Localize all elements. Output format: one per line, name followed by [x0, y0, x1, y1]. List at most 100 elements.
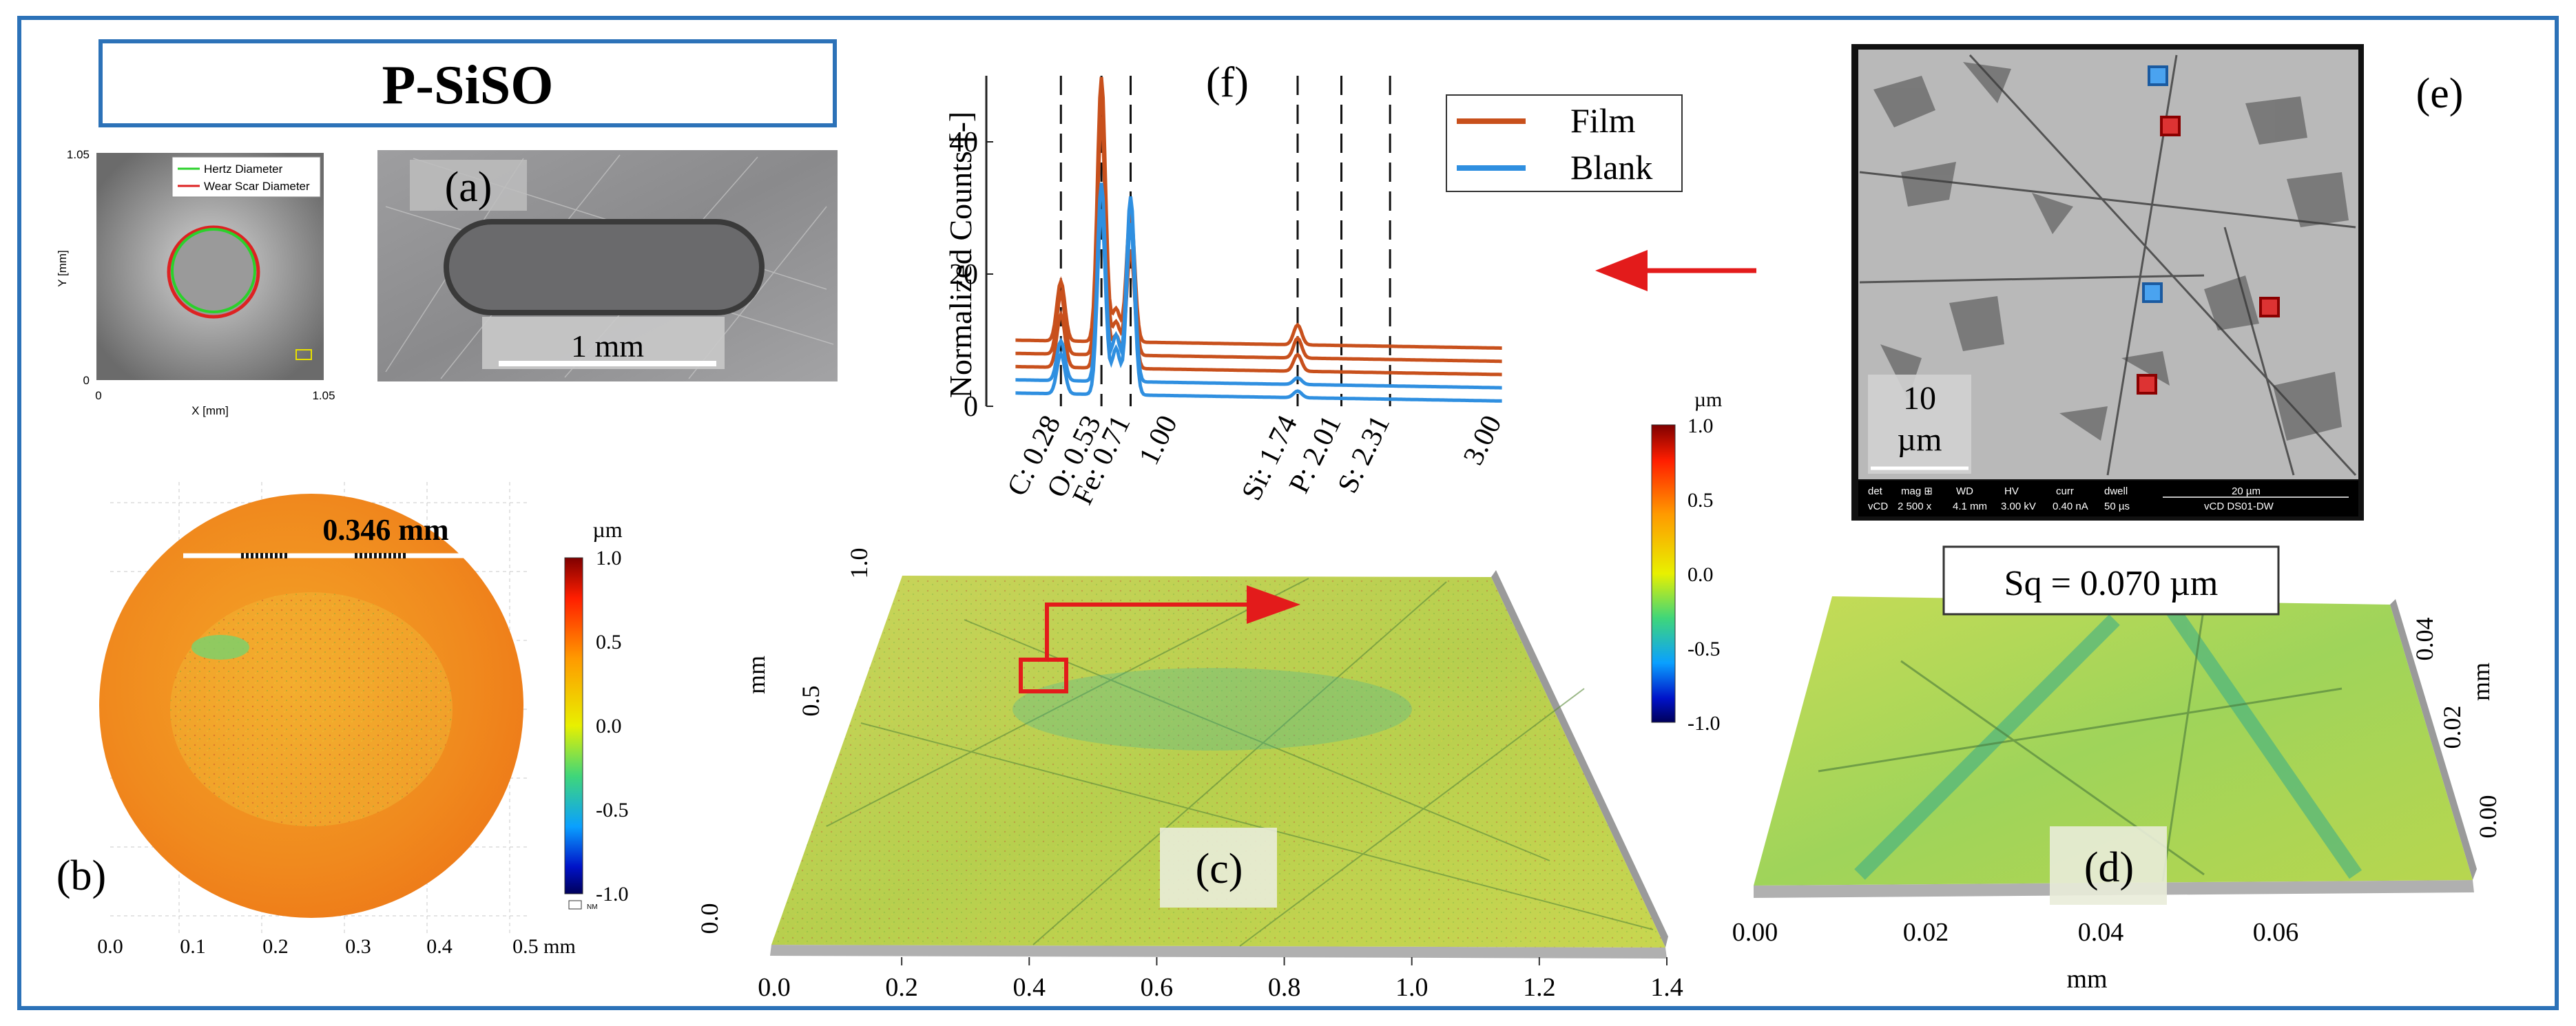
sem-h3: HV [2004, 485, 2019, 497]
pc-y-tick-1: 0.5 [797, 686, 824, 717]
legend-wear: Wear Scar Diameter [204, 180, 310, 193]
blank-site-2 [2142, 282, 2163, 303]
pd-y-label: mm [2467, 662, 2495, 701]
sem-h1: mag ⊞ [1901, 485, 1933, 497]
pd-y-tick-1: 0.02 [2438, 706, 2466, 749]
pc-x-tick-3: 0.6 [1141, 973, 1174, 1002]
pb-x-tick-5: 0.5 mm [512, 935, 576, 958]
pb-x-tick-4: 0.4 [426, 935, 453, 958]
arrow-e-to-f-head [1595, 250, 1648, 291]
panel-c-base [770, 945, 1667, 959]
panel-b: 0.346 mm µm 1.0 0.5 0.0 -0.5 -1.0 NM (b)… [56, 482, 629, 958]
film-site-1 [2160, 116, 2181, 136]
f-x-tick-3: 1.00 [1133, 410, 1184, 470]
hertz-x-tick-left: 0 [95, 389, 101, 402]
pc-x-tick-2: 0.4 [1013, 973, 1046, 1002]
outer-frame [17, 16, 2559, 1010]
colorbar-gradient [1651, 424, 1676, 723]
panel-d-surface [1754, 596, 2473, 886]
zoom-arrow-head [1247, 585, 1300, 624]
f-x-tick-4: Si: 1.74 [1236, 410, 1304, 505]
panel-d: Sq = 0.070 µm (d) 0.00 0.02 0.04 0.06 mm… [1732, 545, 2502, 994]
f-x-tick-7: 3.00 [1457, 410, 1508, 470]
scale-bar-a-bg [482, 317, 725, 369]
pd-x-tick-0: 0.00 [1732, 918, 1778, 947]
pc-x-tick-5: 1.0 [1395, 973, 1429, 1002]
pb-cb-tick-3: -0.5 [596, 799, 629, 821]
pc-x-tick-0: 0.0 [758, 973, 791, 1002]
sem-h0: det [1868, 485, 1883, 497]
label-a-bg [410, 160, 527, 211]
pb-cb-tick-4: -1.0 [596, 883, 629, 905]
sq-label: Sq = 0.070 µm [2004, 564, 2219, 603]
f-series-4-blank [1015, 209, 1502, 403]
zoom-region [1019, 658, 1068, 693]
f-series-0-film [1015, 76, 1502, 350]
pd-y-tick-0: 0.04 [2411, 618, 2438, 661]
pd-x-tick-1: 0.02 [1903, 918, 1949, 947]
legend-hertz: Hertz Diameter [204, 163, 283, 176]
label-f: (f) [1206, 59, 1249, 106]
hertz-y-label: Y [mm] [56, 250, 69, 287]
shared-colorbar: µm 1.0 0.5 0.0 -0.5 -1.0 [1651, 388, 1723, 735]
f-y-tick-2: 40 [949, 127, 978, 158]
pd-x-tick-3: 0.06 [2253, 918, 2299, 947]
wear-scar-circle [167, 225, 260, 319]
label-e: (e) [2416, 70, 2464, 117]
pb-cb-tick-2: 0.0 [596, 715, 622, 737]
sem-v5: 50 µs [2104, 501, 2130, 512]
cb-tick-0: 1.0 [1687, 415, 1714, 437]
sem-h6: 20 µm [2232, 485, 2261, 497]
pd-y-tick-2: 0.00 [2474, 795, 2502, 839]
legend-blank: Blank [1570, 148, 1652, 187]
pc-x-tick-6: 1.2 [1523, 973, 1556, 1002]
pc-y-tick-0: 0.0 [696, 903, 723, 934]
pc-y-label: mm [742, 656, 770, 694]
label-d-bg [2050, 826, 2167, 905]
scale-bar-a-label: 1 mm [571, 328, 644, 364]
sem-info-bar [1858, 481, 2358, 516]
sem-v2: 4.1 mm [1953, 501, 1987, 512]
colorbar-unit: µm [1694, 388, 1723, 411]
pc-y-tick-2: 1.0 [845, 548, 873, 579]
sem-scale-bg [1868, 375, 1971, 474]
sem-scale-number: 10 [1903, 380, 1936, 417]
hertz-legend [172, 156, 321, 198]
nm-label: NM [587, 903, 598, 911]
f-y-label: Normalized Counts [-] [943, 112, 978, 398]
title-box [98, 39, 837, 127]
sem-v0: vCD [1868, 501, 1888, 512]
panel-c: (c) 0.0 0.2 0.4 0.6 0.8 1.0 1.2 1.4 0.0 0.5 1.… [696, 548, 1683, 1003]
sem-h5: dwell [2104, 485, 2128, 497]
panel-b-colorbar-unit: µm [592, 517, 622, 542]
measurement-label: 0.346 mm [322, 513, 448, 547]
pb-x-tick-1: 0.1 [180, 935, 206, 958]
figure-title: P-SiSO [382, 55, 554, 116]
label-c-bg [1160, 828, 1277, 908]
cb-tick-1: 0.5 [1687, 489, 1714, 512]
sem-h4: curr [2056, 485, 2074, 497]
pd-x-label: mm [2066, 965, 2107, 994]
film-site-2 [2259, 297, 2280, 317]
sem-h2: WD [1956, 485, 1973, 497]
f-y-tick-1: 20 [949, 259, 978, 291]
sem-v1: 2 500 x [1898, 501, 1932, 512]
label-b: (b) [56, 852, 106, 899]
pc-x-tick-7: 1.4 [1650, 973, 1683, 1002]
hertz-y-tick-top: 1.05 [67, 148, 90, 161]
hertz-panel: Hertz Diameter Wear Scar Diameter 1.05 0… [56, 148, 335, 417]
hertz-x-tick-right: 1.05 [312, 389, 335, 402]
pb-cb-tick-0: 1.0 [596, 547, 622, 569]
hertz-x-label: X [mm] [191, 404, 229, 417]
f-series-1-film [1015, 90, 1502, 364]
zoom-arrow [1045, 603, 1254, 660]
label-c: (c) [1196, 846, 1243, 892]
blank-site-1 [2148, 65, 2168, 86]
cb-tick-4: -1.0 [1687, 712, 1721, 735]
panel-a: (a) 1 mm [377, 150, 838, 381]
pb-cb-tick-1: 0.5 [596, 631, 622, 653]
f-y-tick-0: 0 [964, 391, 978, 423]
